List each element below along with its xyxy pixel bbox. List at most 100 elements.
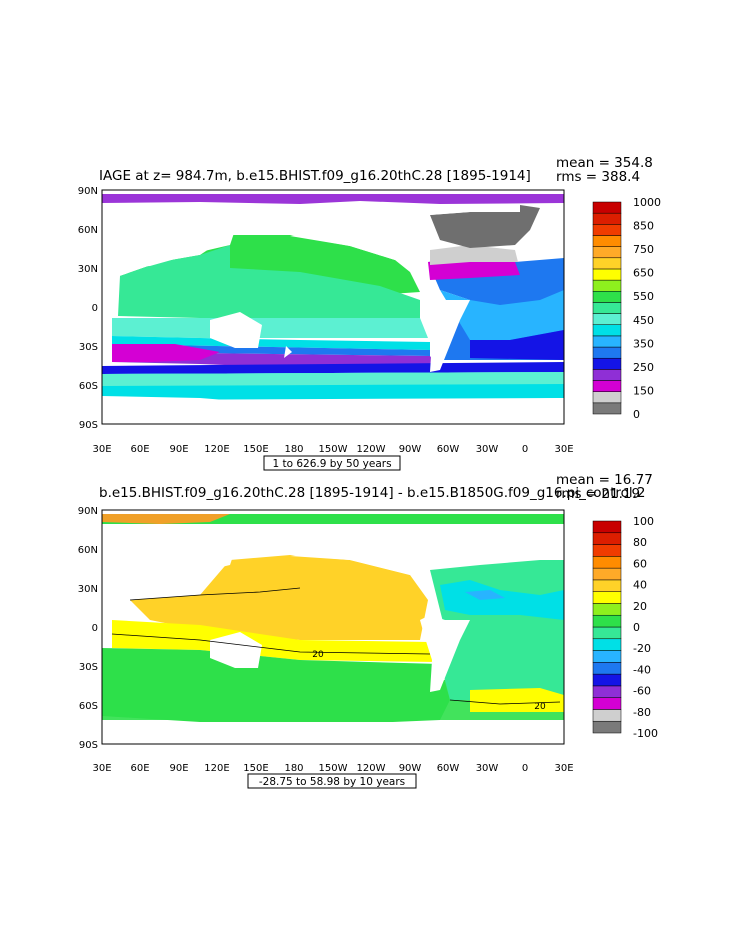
colorbar-label: 100 (633, 515, 654, 528)
x-tick-label: 60W (437, 444, 460, 455)
y-tick-label: 60S (79, 701, 98, 712)
y-tick-label: 30S (79, 342, 98, 353)
colorbar-label: 80 (633, 536, 647, 549)
colorbar-label: 0 (633, 408, 640, 421)
colorbar-swatch (592, 369, 622, 381)
colorbar-label: 750 (633, 243, 654, 256)
panel-1-y-axis: 90N 60N 30N 0 30S 60S 90S (78, 186, 98, 431)
x-tick-label: 60W (437, 763, 460, 774)
y-tick-label: 30N (78, 584, 98, 595)
x-tick-label: 60E (130, 444, 149, 455)
panel-1-rms: rms = 388.4 (556, 169, 640, 185)
panel-1-x-axis: 30E 60E 90E 120E 150E 180 150W 120W 90W … (92, 444, 573, 455)
x-tick-label: 30W (476, 763, 499, 774)
contour-label: 20 (534, 702, 546, 712)
x-tick-label: 30E (92, 763, 111, 774)
panel-2-range-box (247, 773, 417, 789)
x-tick-label: 30W (476, 444, 499, 455)
x-tick-label: 120W (357, 763, 386, 774)
panel-1-mean: mean = 354.8 (556, 155, 653, 171)
colorbar-swatch (592, 591, 622, 604)
colorbar-label: 150 (633, 384, 654, 397)
colorbar-swatch (592, 324, 622, 337)
panel-2-range-label: -28.75 to 58.98 by 10 years (259, 776, 405, 788)
colorbar-label: 20 (633, 600, 647, 613)
x-tick-label: 150E (243, 763, 268, 774)
y-tick-label: 60N (78, 225, 98, 236)
colorbar-label: 60 (633, 557, 647, 570)
x-tick-label: 90E (169, 444, 188, 455)
colorbar-swatch (592, 235, 622, 247)
x-tick-label: 30E (554, 763, 573, 774)
colorbar-swatch (592, 346, 622, 359)
x-tick-label: 90W (399, 763, 422, 774)
colorbar-swatch (592, 579, 622, 592)
panel-2-x-axis: 30E 60E 90E 120E 150E 180 150W 120W 90W … (92, 763, 573, 774)
y-tick-label: 30S (79, 662, 98, 673)
colorbar-swatch (592, 709, 622, 722)
colorbar-swatch (592, 532, 622, 545)
colorbar-swatch (592, 626, 622, 640)
panel-2-mean: mean = 16.77 (556, 472, 653, 488)
x-tick-label: 90W (399, 444, 422, 455)
colorbar-label: 650 (633, 267, 654, 280)
colorbar-label: -60 (633, 685, 651, 698)
colorbar-label: 450 (633, 314, 654, 327)
panel-2: b.e15.BHIST.f09_g16.20thC.28 [1895-1914]… (78, 472, 658, 789)
colorbar-swatch (592, 257, 622, 270)
colorbar-swatch (592, 224, 622, 236)
colorbar-swatch (592, 246, 622, 259)
y-tick-label: 0 (92, 303, 98, 314)
panel-1-colorbar: 1000 850 750 650 550 450 350 250 150 0 (592, 196, 661, 421)
x-tick-label: 180 (284, 763, 303, 774)
colorbar-swatch (592, 380, 622, 392)
colorbar-label: -40 (633, 663, 651, 676)
x-tick-label: 120E (204, 444, 229, 455)
colorbar-swatch (592, 335, 622, 348)
colorbar-label: 1000 (633, 196, 661, 209)
x-tick-label: 60E (130, 763, 149, 774)
panel-1-title: IAGE at z= 984.7m, b.e15.BHIST.f09_g16.2… (99, 168, 531, 184)
panel-2-field (102, 510, 564, 744)
panel-2-rms: rms = 21.19 (556, 486, 640, 502)
colorbar-swatch (592, 697, 622, 710)
colorbar-swatch (592, 402, 622, 415)
panel-1-range-box (263, 455, 401, 471)
colorbar-swatch (592, 720, 622, 734)
colorbar-swatch (592, 614, 622, 628)
colorbar-label: -20 (633, 642, 651, 655)
colorbar-swatch (592, 567, 622, 581)
colorbar-swatch (592, 638, 622, 651)
y-tick-label: 90S (79, 740, 98, 751)
panel-2-title: b.e15.BHIST.f09_g16.20thC.28 [1895-1914]… (99, 485, 646, 501)
panel-2-colorbar: 100 80 60 40 20 0 -20 -40 -60 -80 -100 (592, 515, 658, 740)
x-tick-label: 30E (92, 444, 111, 455)
colorbar-label: 850 (633, 220, 654, 233)
x-tick-label: 150E (243, 444, 268, 455)
colorbar-label: -100 (633, 727, 658, 740)
colorbar-label: 40 (633, 579, 647, 592)
colorbar-swatch (592, 357, 622, 370)
contour-label: 20 (312, 650, 324, 660)
x-tick-label: 150W (319, 763, 348, 774)
y-tick-label: 30N (78, 264, 98, 275)
colorbar-swatch (592, 650, 622, 663)
x-tick-label: 120W (357, 444, 386, 455)
x-tick-label: 0 (522, 763, 528, 774)
x-tick-label: 30E (554, 444, 573, 455)
colorbar-swatch (592, 603, 622, 616)
colorbar-swatch (592, 212, 622, 225)
x-tick-label: 0 (522, 444, 528, 455)
panel-2-y-axis: 90N 60N 30N 0 30S 60S 90S (78, 506, 98, 751)
colorbar-swatch (592, 291, 622, 303)
y-tick-label: 90N (78, 506, 98, 517)
colorbar-swatch (592, 544, 622, 557)
colorbar-swatch (592, 673, 622, 687)
colorbar-swatch (592, 302, 622, 314)
colorbar-swatch (592, 201, 622, 214)
colorbar-swatch (592, 556, 622, 569)
panel-1: IAGE at z= 984.7m, b.e15.BHIST.f09_g16.2… (78, 155, 661, 471)
x-tick-label: 120E (204, 763, 229, 774)
panel-1-frame (101, 189, 565, 425)
